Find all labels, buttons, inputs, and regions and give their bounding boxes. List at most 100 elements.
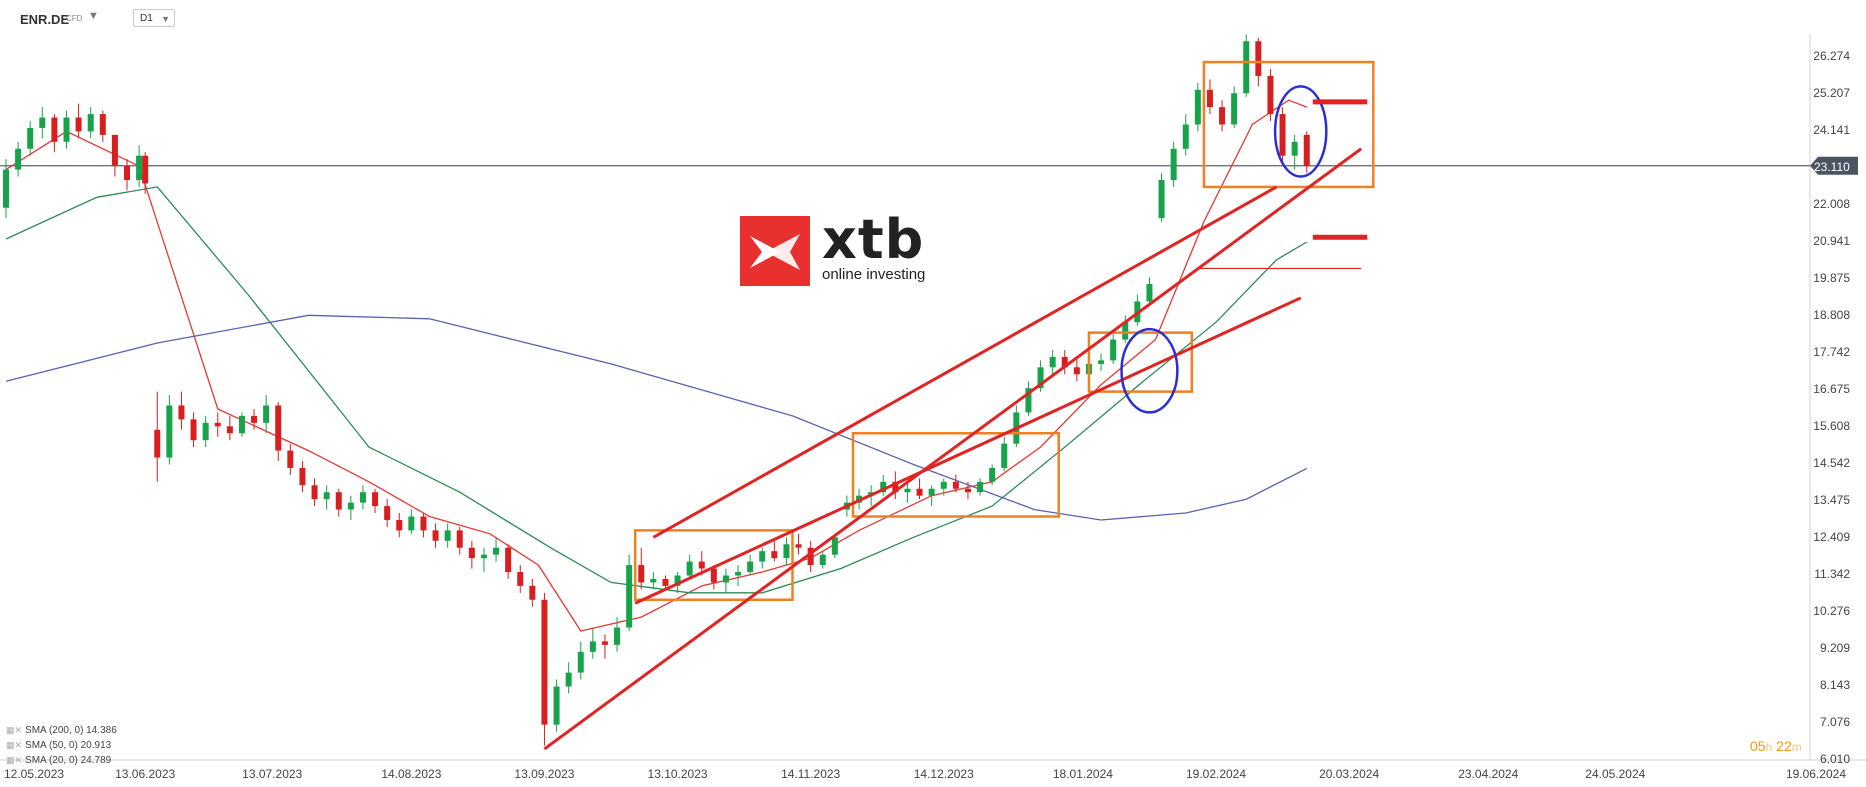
candle-bear (142, 155, 149, 184)
candle-bear (396, 519, 403, 531)
timeframe-label: D1 (140, 13, 153, 24)
symbol-dropdown-icon[interactable]: ▼ (88, 10, 99, 22)
x-tick-label: 19.02.2024 (1186, 767, 1246, 781)
current-price-label: 23.110 (1814, 160, 1850, 174)
candle-bull (1158, 179, 1165, 219)
candle-bear (1255, 41, 1262, 76)
candle-bull (1110, 339, 1117, 361)
settings-icon[interactable]: ▦✕ (6, 740, 23, 750)
y-tick-label: 25.207 (1813, 86, 1850, 100)
candle-bear (456, 530, 463, 548)
candle-bear (226, 426, 233, 434)
candle-bear (335, 492, 342, 510)
candle-bear (372, 492, 379, 507)
candle-bear (311, 485, 318, 500)
candle-bull (977, 481, 984, 493)
candle-bear (178, 405, 185, 420)
candle-bear (275, 405, 282, 451)
logo-tagline: online investing (822, 266, 926, 283)
candle-countdown: 05h 22m (1750, 738, 1802, 754)
timeframe-select[interactable]: D1 ▼ (133, 9, 175, 27)
x-tick-label: 19.06.2024 (1786, 767, 1846, 781)
consolidation-box (1202, 60, 1375, 189)
x-tick-label: 13.06.2023 (115, 767, 175, 781)
candle-bull (831, 537, 838, 555)
legend-text: SMA (50, 0) 20.913 (25, 740, 112, 751)
x-tick-label: 18.01.2024 (1053, 767, 1113, 781)
candle-bull (1098, 360, 1105, 364)
candle-bull (735, 572, 742, 576)
consolidation-box (851, 431, 1060, 518)
trend-line (634, 296, 1302, 605)
candle-bull (1049, 356, 1056, 368)
candle-bull (1182, 124, 1189, 149)
candle-bull (1170, 148, 1177, 180)
legend-item-sma50[interactable]: ▦✕ SMA (50, 0) 20.913 (6, 738, 117, 753)
countdown-hours-unit: h (1765, 740, 1773, 754)
candle-bear (75, 117, 82, 132)
candle-bear (124, 166, 130, 180)
candle-bear (1219, 107, 1226, 125)
sma20-line (5, 99, 1308, 632)
logo-brand-text: xtb (822, 208, 925, 271)
candle-bear (432, 530, 439, 541)
y-tick-label: 13.475 (1813, 493, 1850, 507)
candle-bull (493, 547, 500, 555)
candle-bull (759, 551, 766, 562)
candle-bull (928, 488, 935, 496)
x-tick-label: 24.05.2024 (1585, 767, 1645, 781)
legend-item-sma200[interactable]: ▦✕ SMA (200, 0) 14.386 (6, 723, 117, 738)
candle-bull (904, 488, 911, 493)
y-tick-label: 18.808 (1813, 308, 1850, 322)
legend-item-sma20[interactable]: ▦✕ SMA (20, 0) 24.789 (6, 753, 117, 768)
candle-bull (614, 627, 621, 645)
candle-bull (166, 405, 173, 458)
y-tick-label: 26.274 (1813, 49, 1850, 63)
candle-bull (747, 561, 754, 573)
symbol-label[interactable]: ENR.DE (20, 12, 70, 27)
candle-bull (3, 169, 9, 208)
y-tick-label: 9.209 (1820, 641, 1850, 655)
x-tick-label: 13.09.2023 (514, 767, 574, 781)
candle-bear (287, 450, 294, 468)
candle-bear (710, 568, 717, 583)
indicator-legend: ▦✕ SMA (200, 0) 14.386 ▦✕ SMA (50, 0) 20.9… (6, 723, 117, 768)
y-tick-label: 12.409 (1813, 530, 1850, 544)
candle-bull (359, 492, 366, 503)
candle-bear (698, 561, 705, 569)
y-tick-label: 20.941 (1813, 234, 1850, 248)
candle-bull (553, 686, 560, 725)
candle-bear (111, 134, 118, 167)
candle-bear (638, 565, 645, 583)
candle-bear (529, 585, 536, 600)
countdown-minutes: 22 (1776, 738, 1792, 754)
candle-bear (190, 419, 197, 441)
candle-bear (154, 429, 161, 458)
legend-text: SMA (20, 0) 24.789 (25, 755, 112, 766)
candle-bull (1146, 284, 1153, 302)
settings-icon[interactable]: ▦✕ (6, 755, 23, 765)
candle-bull (15, 148, 22, 170)
y-tick-label: 8.143 (1820, 678, 1850, 692)
candle-bull (686, 561, 693, 576)
candle-bull (989, 467, 996, 482)
candle-bull (480, 554, 487, 559)
candle-bull (819, 554, 826, 566)
y-tick-label: 7.076 (1820, 715, 1850, 729)
settings-icon[interactable]: ▦✕ (6, 725, 23, 735)
x-tick-label: 12.05.2023 (4, 767, 64, 781)
x-tick-label: 13.10.2023 (648, 767, 708, 781)
candle-bear (51, 117, 58, 142)
x-tick-label: 14.08.2023 (381, 767, 441, 781)
instrument-type-badge: CFD (66, 14, 83, 23)
candle-bear (99, 114, 106, 135)
chevron-down-icon: ▼ (161, 14, 170, 24)
candle-bull (1122, 322, 1129, 340)
candle-bull (1243, 41, 1250, 94)
y-tick-label: 17.742 (1813, 345, 1850, 359)
trend-line (652, 185, 1278, 539)
candle-bear (517, 572, 524, 586)
trend-line (543, 147, 1363, 751)
candle-bear (251, 415, 258, 423)
